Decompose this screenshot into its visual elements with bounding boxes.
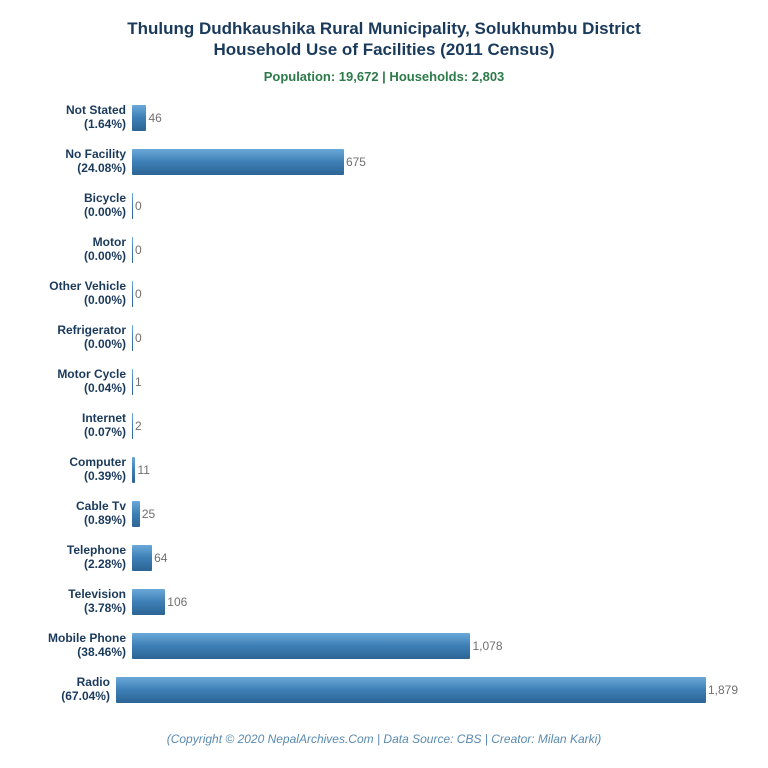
bar-container: 0 <box>132 316 738 360</box>
value-label: 64 <box>154 551 167 565</box>
plot-area: Not Stated(1.64%) 46 No Facility(24.08%) 67… <box>30 96 738 731</box>
value-label: 0 <box>135 243 142 257</box>
bar-container: 1,078 <box>132 624 738 668</box>
bar <box>132 281 133 307</box>
chart-footer: (Copyright © 2020 NepalArchives.Com | Da… <box>0 732 768 746</box>
value-label: 106 <box>167 595 187 609</box>
bar-row: Mobile Phone(38.46%) 1,078 <box>30 624 738 668</box>
chart-subtitle: Population: 19,672 | Households: 2,803 <box>30 69 738 84</box>
bar <box>132 501 140 527</box>
chart-title-line1: Thulung Dudhkaushika Rural Municipality,… <box>127 19 641 38</box>
value-label: 675 <box>346 155 366 169</box>
value-label: 1 <box>135 375 142 389</box>
bar-container: 106 <box>132 580 738 624</box>
chart-container: Thulung Dudhkaushika Rural Municipality,… <box>0 0 768 768</box>
y-axis-label: Not Stated(1.64%) <box>30 104 132 132</box>
value-label: 0 <box>135 331 142 345</box>
y-axis-label: Computer(0.39%) <box>30 456 132 484</box>
bar <box>132 545 152 571</box>
value-label: 0 <box>135 199 142 213</box>
bar-container: 1 <box>132 360 738 404</box>
y-axis-label: Mobile Phone(38.46%) <box>30 632 132 660</box>
bar-row: Motor(0.00%)0 <box>30 228 738 272</box>
bar <box>132 105 146 131</box>
bar-row: Radio(67.04%) 1,879 <box>30 668 738 712</box>
bar <box>132 633 470 659</box>
bar-container: 46 <box>132 96 738 140</box>
bar-row: Television(3.78%) 106 <box>30 580 738 624</box>
value-label: 46 <box>148 111 161 125</box>
bar <box>132 413 133 439</box>
bar-container: 0 <box>132 184 738 228</box>
y-axis-label: Telephone(2.28%) <box>30 544 132 572</box>
y-axis-label: Refrigerator(0.00%) <box>30 324 132 352</box>
bar <box>132 237 133 263</box>
bar-row: Motor Cycle(0.04%)1 <box>30 360 738 404</box>
bar-row: Computer(0.39%) 11 <box>30 448 738 492</box>
bar-container: 1,879 <box>116 668 738 712</box>
y-axis-label: Other Vehicle(0.00%) <box>30 280 132 308</box>
y-axis-label: Motor Cycle(0.04%) <box>30 368 132 396</box>
bar-row: Bicycle(0.00%)0 <box>30 184 738 228</box>
y-axis-label: Television(3.78%) <box>30 588 132 616</box>
bar-container: 0 <box>132 272 738 316</box>
bar <box>132 149 344 175</box>
bar-row: Telephone(2.28%) 64 <box>30 536 738 580</box>
value-label: 1,078 <box>472 639 502 653</box>
bar-row: Not Stated(1.64%) 46 <box>30 96 738 140</box>
bar-container: 675 <box>132 140 738 184</box>
bar <box>132 589 165 615</box>
bar-container: 64 <box>132 536 738 580</box>
bar-row: No Facility(24.08%) 675 <box>30 140 738 184</box>
y-axis-label: Cable Tv(0.89%) <box>30 500 132 528</box>
bar <box>116 677 706 703</box>
bar-row: Refrigerator(0.00%)0 <box>30 316 738 360</box>
bar-row: Cable Tv(0.89%) 25 <box>30 492 738 536</box>
y-axis-label: Bicycle(0.00%) <box>30 192 132 220</box>
y-axis-label: Internet(0.07%) <box>30 412 132 440</box>
bar-container: 25 <box>132 492 738 536</box>
bar <box>132 457 135 483</box>
bar <box>132 325 133 351</box>
y-axis-label: No Facility(24.08%) <box>30 148 132 176</box>
value-label: 25 <box>142 507 155 521</box>
chart-title-line2: Household Use of Facilities (2011 Census… <box>213 40 554 59</box>
bar-container: 2 <box>132 404 738 448</box>
bar-container: 0 <box>132 228 738 272</box>
y-axis-label: Motor(0.00%) <box>30 236 132 264</box>
y-axis-label: Radio(67.04%) <box>30 676 116 704</box>
bar <box>132 369 133 395</box>
value-label: 2 <box>135 419 142 433</box>
value-label: 0 <box>135 287 142 301</box>
bar-row: Internet(0.07%)2 <box>30 404 738 448</box>
value-label: 1,879 <box>708 683 738 697</box>
bar-row: Other Vehicle(0.00%)0 <box>30 272 738 316</box>
value-label: 11 <box>137 463 149 477</box>
chart-title: Thulung Dudhkaushika Rural Municipality,… <box>30 18 738 61</box>
bar <box>132 193 133 219</box>
bar-container: 11 <box>132 448 738 492</box>
